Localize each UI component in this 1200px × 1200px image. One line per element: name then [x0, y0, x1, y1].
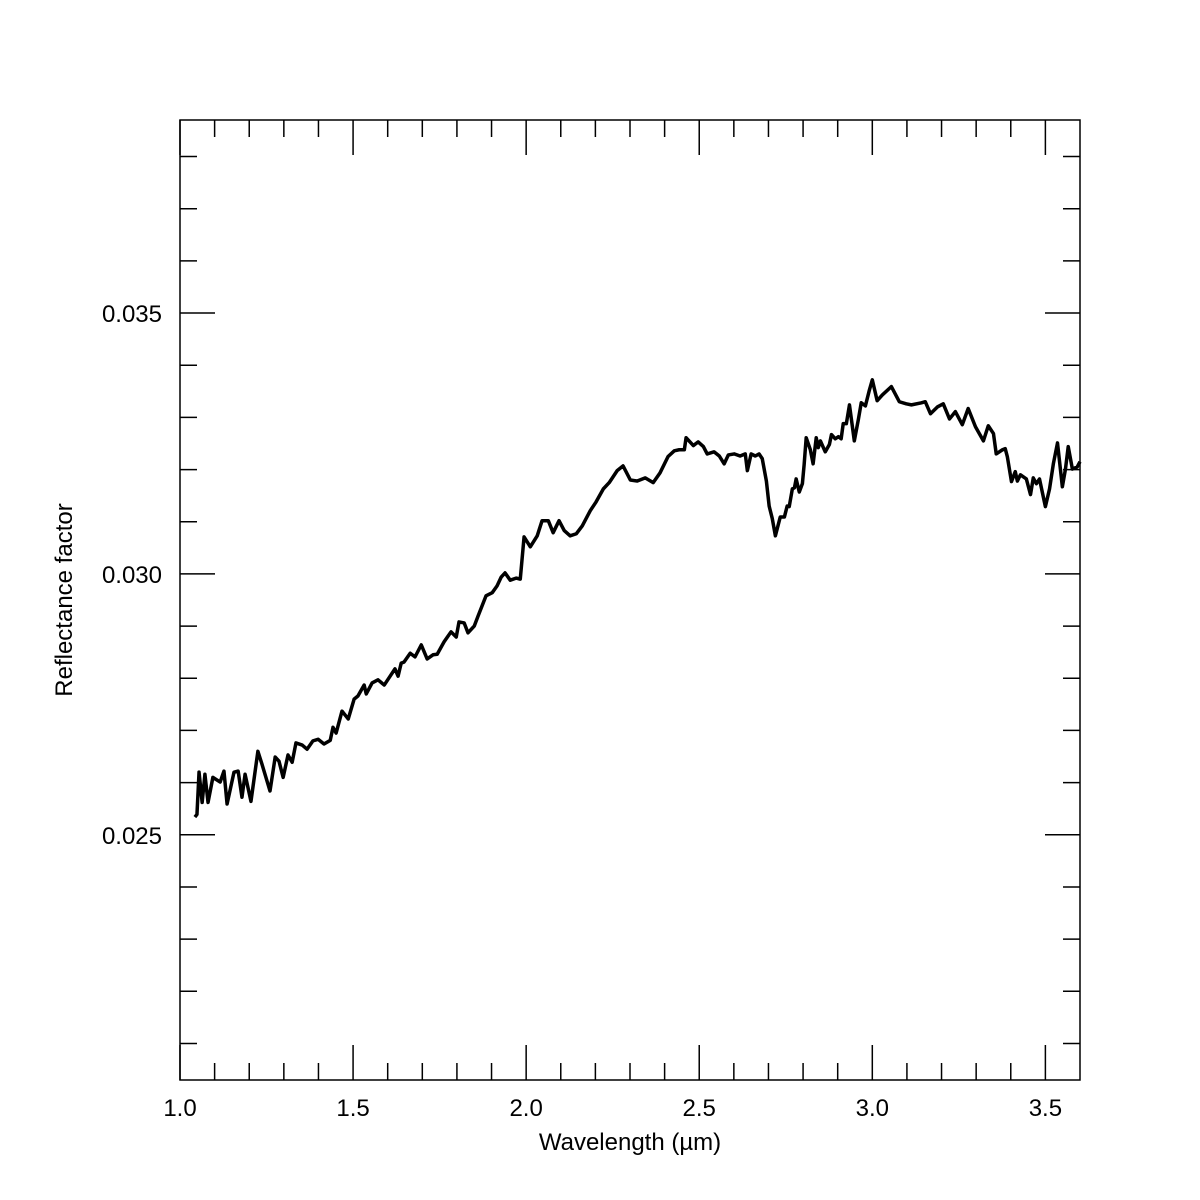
plot-frame	[179, 119, 1081, 1081]
x-tick-label: 2.0	[509, 1095, 542, 1122]
y-tick-label: 0.035	[102, 301, 162, 328]
x-axis-label: Wavelength (µm)	[539, 1129, 721, 1156]
x-tick-label: 1.0	[163, 1095, 196, 1122]
x-tick-label: 3.5	[1029, 1095, 1062, 1122]
spectrum-line	[193, 378, 1082, 819]
y-tick-label: 0.025	[102, 823, 162, 850]
x-tick-label: 1.5	[336, 1095, 369, 1122]
x-tick-label: 2.5	[683, 1095, 716, 1122]
y-tick-label: 0.030	[102, 562, 162, 589]
y-axis-label: Reflectance factor	[51, 503, 78, 696]
x-tick-label: 3.0	[856, 1095, 889, 1122]
